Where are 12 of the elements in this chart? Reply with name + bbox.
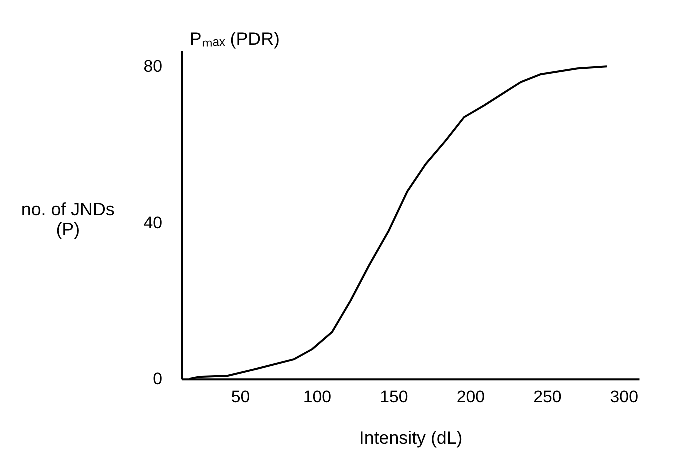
x-tick-label: 250: [534, 387, 562, 406]
x-tick-label: 50: [231, 387, 250, 406]
text: Pₘₐₓ (PDR): [190, 29, 280, 50]
x-tick-label: 100: [303, 387, 332, 406]
x-axis-title: Intensity (dL): [359, 428, 463, 448]
x-tick-label: 300: [610, 387, 638, 406]
y-tick-label: 40: [144, 213, 163, 232]
x-tick-label: 200: [456, 387, 486, 406]
y-tick-label: 0: [153, 370, 163, 389]
y-tick-label: 80: [144, 57, 163, 76]
x-tick-label: 150: [380, 387, 408, 406]
y-axis-title: no. of JNDs (P): [21, 200, 115, 240]
